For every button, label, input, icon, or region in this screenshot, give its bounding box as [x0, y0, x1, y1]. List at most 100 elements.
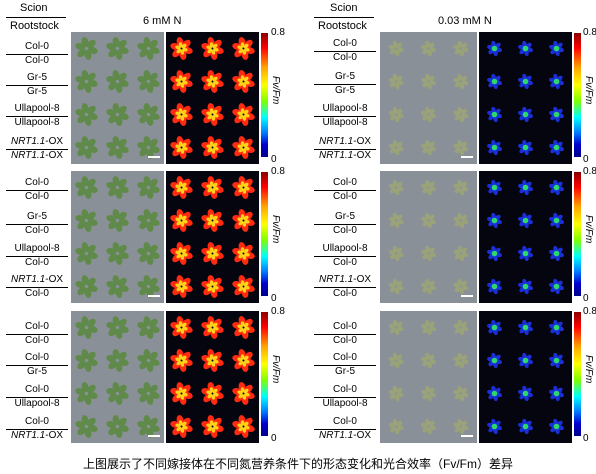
plant-rosettes — [487, 40, 564, 156]
left-p3-r1-scion: Col-0 — [25, 321, 49, 332]
right-p2-r3-rule — [314, 256, 376, 257]
colorbar-axis-label: Fv/Fm — [270, 355, 281, 384]
scale-bar — [461, 295, 473, 297]
left-p1-r1-rule — [6, 54, 68, 55]
right-p3-r2-scion: Col-0 — [333, 352, 357, 363]
left-p1-r3-rule — [6, 116, 68, 117]
right-p1-r2-rule — [314, 84, 376, 85]
plant-rosettes — [487, 319, 564, 435]
left-p3-r3-rootstock: Ullapool-8 — [14, 398, 60, 409]
colorbar-min-label: 0 — [583, 293, 589, 304]
right-p3-r1-rule — [314, 334, 376, 335]
left-p1-r3-scion: Ullapool-8 — [14, 103, 60, 114]
left-p2-r1-rootstock: Col-0 — [25, 191, 49, 202]
fvfm-colorbar — [261, 33, 268, 157]
right-p1-r4-rootstock: NRT1.1-OX — [318, 150, 372, 161]
scale-bar — [148, 435, 160, 437]
right-p1-r1-rule — [314, 51, 376, 52]
left-p3-r4-rule — [6, 429, 68, 430]
colorbar-max-label: 0.8 — [271, 306, 285, 317]
left-p2-r3-rootstock: Col-0 — [25, 257, 49, 268]
right-p2-plant-photo — [380, 171, 477, 303]
plant-rosettes — [75, 176, 160, 298]
colorbar-max-label: 0.8 — [583, 306, 596, 317]
left-p3-r2-rootstock: Gr-5 — [27, 366, 47, 377]
right-p2-r1-scion: Col-0 — [333, 177, 357, 188]
left-p3-r4-scion: Col-0 — [25, 416, 49, 427]
colorbar-min-label: 0 — [271, 293, 277, 304]
left-p1-plant-photo — [71, 32, 164, 164]
right-p2-r1-rootstock: Col-0 — [333, 191, 357, 202]
right-header-divider — [314, 17, 374, 18]
right-p3-r2-rule — [314, 365, 376, 366]
right-p1-r2-rootstock: Gr-5 — [335, 85, 355, 96]
right-p2-r3-scion: Ullapool-8 — [322, 243, 368, 254]
left-p2-r3-rule — [6, 256, 68, 257]
right-p3-r1-rootstock: Col-0 — [333, 335, 357, 346]
left-scion-header: Scion — [20, 2, 48, 14]
left-p1-r2-rule — [6, 85, 68, 86]
left-p1-r4-rule — [6, 149, 68, 150]
left-condition-title: 6 mM N — [143, 15, 182, 27]
left-p3-plant-photo — [71, 311, 164, 443]
colorbar-max-label: 0.8 — [583, 166, 596, 177]
left-p3-fvfm-image — [166, 311, 259, 443]
left-p1-fvfm-image — [166, 32, 259, 164]
colorbar-max-label: 0.8 — [271, 166, 285, 177]
right-p3-r3-scion: Col-0 — [333, 384, 357, 395]
right-p1-r3-rootstock: Ullapool-8 — [322, 117, 368, 128]
right-p2-r4-rootstock: Col-0 — [333, 288, 357, 299]
left-p1-r3-rootstock: Ullapool-8 — [14, 117, 60, 128]
scale-bar — [461, 156, 473, 158]
left-header-divider — [6, 17, 66, 18]
right-p2-r2-rule — [314, 224, 376, 225]
fvfm-colorbar — [574, 33, 581, 157]
right-p2-r4-rule — [314, 287, 376, 288]
plant-rosettes — [170, 176, 255, 298]
right-p2-r2-rootstock: Col-0 — [333, 225, 357, 236]
plant-rosettes — [75, 37, 160, 159]
left-rootstock-header: Rootstock — [10, 20, 59, 32]
right-p1-fvfm-image — [479, 32, 572, 164]
plant-rosettes — [170, 37, 255, 159]
plant-rosettes — [388, 319, 469, 435]
figure-caption: 上图展示了不同嫁接体在不同氮营养条件下的形态变化和光合效率（Fv/Fm）差异 — [83, 457, 513, 471]
left-p2-r4-scion: NRT1.1-OX — [10, 274, 64, 285]
plant-rosettes — [75, 316, 160, 438]
colorbar-max-label: 0.8 — [271, 27, 285, 38]
fvfm-colorbar — [261, 312, 268, 436]
right-p2-r3-rootstock: Col-0 — [333, 257, 357, 268]
scale-bar — [148, 156, 160, 158]
right-p1-r3-rule — [314, 116, 376, 117]
left-p3-r2-rule — [6, 365, 68, 366]
plant-rosettes — [170, 316, 255, 438]
right-p3-r4-rootstock: NRT1.1-OX — [318, 430, 372, 441]
left-p2-r2-scion: Gr-5 — [27, 211, 47, 222]
left-p2-r4-rootstock: Col-0 — [25, 288, 49, 299]
colorbar-max-label: 0.8 — [583, 27, 596, 38]
fvfm-colorbar — [574, 172, 581, 296]
right-p2-fvfm-image — [479, 171, 572, 303]
left-p1-r2-scion: Gr-5 — [27, 72, 47, 83]
left-p2-r1-scion: Col-0 — [25, 177, 49, 188]
right-p1-r1-rootstock: Col-0 — [333, 52, 357, 63]
scale-bar — [461, 435, 473, 437]
left-p3-r3-rule — [6, 397, 68, 398]
left-p2-fvfm-image — [166, 171, 259, 303]
right-p3-r3-rootstock: Ullapool-8 — [322, 398, 368, 409]
colorbar-axis-label: Fv/Fm — [270, 215, 281, 244]
left-p3-r2-scion: Col-0 — [25, 352, 49, 363]
right-p2-r1-rule — [314, 190, 376, 191]
right-p1-r4-scion: NRT1.1-OX — [318, 136, 372, 147]
right-p1-r3-scion: Ullapool-8 — [322, 103, 368, 114]
right-p1-r2-scion: Gr-5 — [335, 71, 355, 82]
fvfm-colorbar — [261, 172, 268, 296]
plant-rosettes — [487, 179, 564, 295]
colorbar-axis-label: Fv/Fm — [583, 215, 594, 244]
right-rootstock-header: Rootstock — [318, 20, 367, 32]
colorbar-axis-label: Fv/Fm — [583, 76, 594, 105]
left-p1-r2-rootstock: Gr-5 — [27, 86, 47, 97]
colorbar-min-label: 0 — [583, 433, 589, 444]
plant-rosettes — [388, 40, 469, 156]
colorbar-min-label: 0 — [271, 154, 277, 165]
